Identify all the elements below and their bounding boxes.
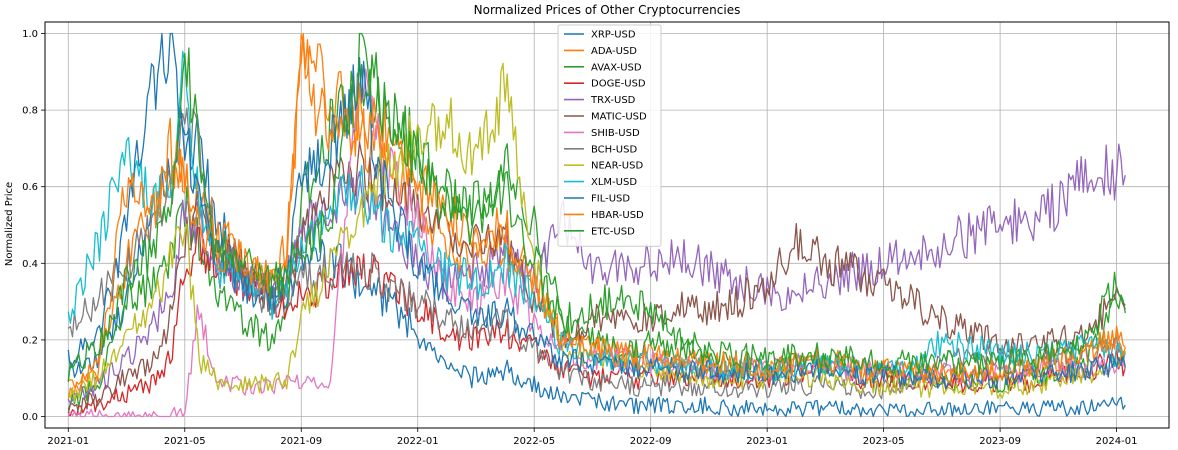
legend-label: XLM-USD [591,177,637,188]
legend-label: SHIB-USD [591,128,640,139]
series-line-fil-usd [67,32,1126,390]
legend-label: ADA-USD [591,46,637,57]
chart-title: Normalized Prices of Other Cryptocurrenc… [474,3,741,17]
y-tick-label: 0.0 [22,412,38,423]
legend-label: FIL-USD [591,194,630,205]
x-tick-label: 2022-01 [397,436,439,447]
legend-label: MATIC-USD [591,112,647,123]
legend-label: AVAX-USD [591,62,642,73]
x-tick-label: 2022-05 [513,436,555,447]
series-line-xlm-usd [67,50,1126,382]
legend-label: XRP-USD [591,30,636,41]
plot-frame [44,21,1170,429]
legend-label: BCH-USD [591,144,637,155]
series-line-hbar-usd [67,32,1126,391]
series-line-xrp-usd [67,110,1126,418]
legend-label: HBAR-USD [591,210,644,221]
series-line-shib-usd [67,68,1126,418]
x-tick-label: 2021-09 [280,436,322,447]
y-tick-label: 0.6 [22,182,38,193]
series-line-etc-usd [67,32,1126,383]
legend-label: NEAR-USD [591,161,643,172]
y-tick-label: 1.0 [22,29,38,40]
y-tick-label: 0.2 [22,335,38,346]
series-line-trx-usd [67,143,1126,405]
legend-label: TRX-USD [590,95,636,106]
y-tick-label: 0.4 [22,259,38,270]
x-tick-label: 2023-05 [863,436,905,447]
legend-label: DOGE-USD [591,79,646,90]
series-line-near-usd [67,62,1126,403]
x-tick-label: 2021-05 [164,436,206,447]
x-tick-label: 2021-01 [47,436,89,447]
legend-box [557,24,662,247]
legend-label: ETC-USD [591,226,635,237]
series-layer [67,32,1126,418]
x-tick-label: 2022-09 [630,436,672,447]
axis-ticks: 2021-01 2021-05 2021-09 2022-01 2022-05 2022-… [22,29,1137,447]
legend: XRP-USD ADA-USD AVAX-USD DOGE-USD TRX-USD MAT… [557,24,662,247]
y-tick-label: 0.8 [22,106,38,117]
x-tick-label: 2023-01 [746,436,788,447]
x-tick-label: 2023-09 [979,436,1021,447]
series-line-matic-usd [67,141,1126,415]
series-line-avax-usd [67,63,1126,410]
y-axis-label: Normalized Price [4,182,15,266]
x-tick-label: 2024-01 [1096,436,1138,447]
